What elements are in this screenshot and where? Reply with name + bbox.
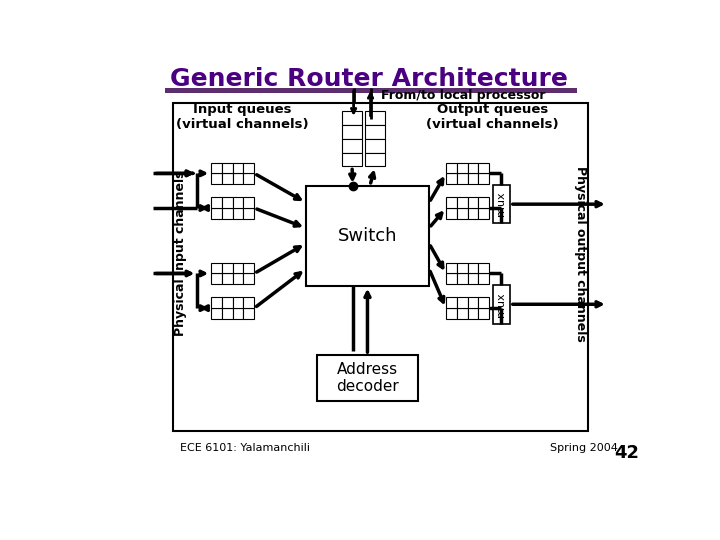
Bar bbox=[478, 298, 489, 308]
Bar bbox=[222, 273, 233, 284]
Bar bbox=[233, 273, 243, 284]
Text: mux: mux bbox=[497, 192, 506, 217]
Bar bbox=[342, 153, 362, 166]
Bar bbox=[211, 163, 222, 173]
Bar bbox=[446, 298, 456, 308]
Bar bbox=[243, 208, 254, 219]
Bar bbox=[243, 298, 254, 308]
Bar bbox=[478, 197, 489, 208]
Text: Input queues
(virtual channels): Input queues (virtual channels) bbox=[176, 103, 308, 131]
Bar bbox=[222, 173, 233, 184]
Bar bbox=[467, 273, 478, 284]
Bar bbox=[365, 125, 385, 139]
Bar bbox=[222, 208, 233, 219]
Bar bbox=[493, 185, 510, 224]
Bar bbox=[222, 308, 233, 319]
Bar bbox=[233, 163, 243, 173]
Bar bbox=[233, 173, 243, 184]
Bar bbox=[243, 262, 254, 273]
Text: From/to local processor: From/to local processor bbox=[381, 89, 545, 102]
Bar bbox=[233, 308, 243, 319]
Bar bbox=[478, 273, 489, 284]
Bar bbox=[478, 208, 489, 219]
Bar bbox=[233, 197, 243, 208]
Text: Generic Router Architecture: Generic Router Architecture bbox=[170, 66, 568, 91]
Bar bbox=[165, 88, 577, 93]
Text: Physical output channels: Physical output channels bbox=[575, 166, 588, 341]
Bar bbox=[456, 273, 467, 284]
Bar bbox=[446, 273, 456, 284]
Bar bbox=[446, 173, 456, 184]
Text: Address
decoder: Address decoder bbox=[336, 362, 399, 394]
Bar bbox=[211, 273, 222, 284]
Bar bbox=[456, 163, 467, 173]
Bar bbox=[243, 163, 254, 173]
Text: Switch: Switch bbox=[338, 227, 397, 245]
Bar bbox=[467, 163, 478, 173]
Bar bbox=[446, 262, 456, 273]
Bar bbox=[365, 139, 385, 153]
Bar bbox=[211, 308, 222, 319]
Bar bbox=[342, 139, 362, 153]
Bar bbox=[456, 308, 467, 319]
Bar bbox=[243, 197, 254, 208]
Bar bbox=[233, 298, 243, 308]
Bar bbox=[211, 197, 222, 208]
Bar bbox=[456, 208, 467, 219]
Bar bbox=[467, 298, 478, 308]
Text: 42: 42 bbox=[614, 444, 639, 462]
Bar bbox=[233, 262, 243, 273]
Bar bbox=[365, 111, 385, 125]
Bar bbox=[478, 262, 489, 273]
Bar bbox=[467, 208, 478, 219]
Bar bbox=[456, 298, 467, 308]
Bar bbox=[211, 173, 222, 184]
Bar bbox=[456, 173, 467, 184]
Bar bbox=[342, 125, 362, 139]
Text: mux: mux bbox=[497, 292, 506, 316]
Bar bbox=[211, 262, 222, 273]
Bar bbox=[467, 197, 478, 208]
Bar bbox=[222, 197, 233, 208]
Bar bbox=[478, 163, 489, 173]
Bar bbox=[456, 197, 467, 208]
Bar bbox=[478, 308, 489, 319]
Text: Spring 2004: Spring 2004 bbox=[550, 443, 618, 453]
Text: Output queues
(virtual channels): Output queues (virtual channels) bbox=[426, 103, 559, 131]
Bar bbox=[342, 111, 362, 125]
Text: Physical input channels: Physical input channels bbox=[174, 171, 187, 336]
Bar bbox=[318, 355, 418, 401]
Bar bbox=[222, 262, 233, 273]
Bar bbox=[211, 298, 222, 308]
Bar bbox=[233, 208, 243, 219]
Bar bbox=[446, 208, 456, 219]
Bar bbox=[222, 298, 233, 308]
Bar bbox=[243, 173, 254, 184]
Bar bbox=[446, 163, 456, 173]
Bar bbox=[446, 197, 456, 208]
Bar bbox=[243, 308, 254, 319]
Bar bbox=[211, 208, 222, 219]
Bar bbox=[467, 262, 478, 273]
Bar bbox=[173, 103, 588, 430]
Bar bbox=[306, 186, 429, 286]
Bar bbox=[365, 153, 385, 166]
Bar bbox=[493, 285, 510, 323]
Bar bbox=[456, 262, 467, 273]
Bar bbox=[478, 173, 489, 184]
Bar bbox=[446, 308, 456, 319]
Bar bbox=[222, 163, 233, 173]
Bar bbox=[467, 173, 478, 184]
Bar bbox=[243, 273, 254, 284]
Text: ECE 6101: Yalamanchili: ECE 6101: Yalamanchili bbox=[180, 443, 310, 453]
Bar bbox=[467, 308, 478, 319]
